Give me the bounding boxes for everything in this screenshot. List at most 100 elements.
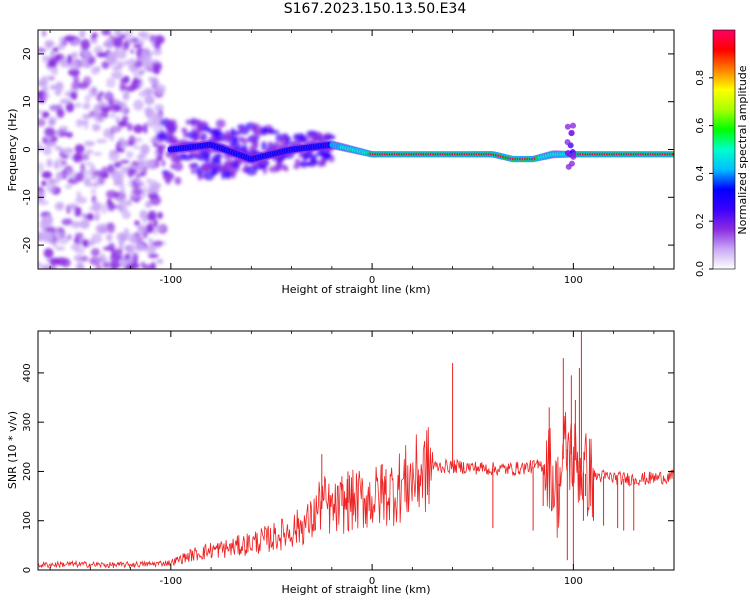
spectrogram-cell <box>123 228 129 235</box>
spectrogram-cell <box>274 140 279 147</box>
spectrogram-cell <box>64 170 77 178</box>
spectrogram-cell <box>139 172 145 177</box>
spectrogram-cell <box>47 57 59 69</box>
spectrogram-cell <box>132 187 144 195</box>
spectrogram-cell <box>42 75 53 82</box>
spectrogram-x-tick-label: 100 <box>564 275 583 286</box>
spectrogram-cell <box>203 170 215 181</box>
spectrogram-cell <box>54 89 62 96</box>
snr-x-tick-label: -100 <box>159 576 182 587</box>
spectrogram-cell <box>190 117 197 128</box>
spectrogram-burst <box>570 122 577 129</box>
spectrogram-cell <box>157 211 163 220</box>
spectrogram-cell <box>49 257 61 266</box>
spectrogram-cell <box>41 214 54 226</box>
spectrogram-cell <box>44 40 55 48</box>
spectrogram-cell <box>161 170 170 175</box>
spectrogram-cell <box>134 60 144 69</box>
spectrogram-cell <box>259 126 268 136</box>
spectrogram-cell <box>43 248 54 259</box>
spectrogram-cell <box>138 90 148 98</box>
spectrogram-burst <box>565 163 572 170</box>
spectrogram-x-tick-label: -100 <box>159 275 182 286</box>
spectrogram-cell <box>61 218 73 226</box>
spectrogram-cell <box>195 167 204 176</box>
spectrogram-cell <box>120 101 127 109</box>
spectrogram-cell <box>116 232 129 242</box>
spectrogram-cell <box>60 160 68 166</box>
spectrogram-cell <box>95 263 102 269</box>
spectrogram-cell <box>54 145 63 151</box>
spectrogram-cell <box>147 210 157 221</box>
spectrogram-cell <box>156 224 165 231</box>
spectrogram-cell <box>156 131 169 139</box>
spectrogram-cell <box>224 130 231 137</box>
spectrogram-cell <box>319 157 326 166</box>
snr-y-tick-label: 400 <box>22 363 33 382</box>
spectrogram-cell <box>66 54 73 65</box>
spectrogram-y-tick-label: 0 <box>22 146 33 152</box>
spectrogram-cell <box>75 172 85 182</box>
spectrogram-cell <box>41 171 52 179</box>
spectrogram-cell <box>83 119 89 130</box>
spectrogram-cell <box>38 118 46 127</box>
spectrogram-cell <box>174 176 182 185</box>
spectrogram-cell <box>41 264 50 269</box>
spectrogram-cell <box>82 76 92 86</box>
spectrogram-cell <box>137 159 144 166</box>
spectrogram-cell <box>248 135 258 143</box>
spectrogram-cell <box>143 58 155 69</box>
spectrogram-cell <box>91 32 98 39</box>
spectrogram-cell <box>38 233 44 242</box>
spectrogram-cell <box>106 222 116 234</box>
spectrogram-cell <box>38 162 45 173</box>
spectrogram-cell <box>116 61 124 69</box>
spectrogram-cell <box>97 176 105 186</box>
spectrogram-cell <box>299 136 308 143</box>
spectrogram-cell <box>90 66 99 75</box>
spectrogram-cell <box>323 134 336 140</box>
spectrogram-cell <box>80 255 89 262</box>
spectrogram-cell <box>252 126 259 134</box>
spectrogram-cell <box>82 102 91 110</box>
spectrogram-cell <box>230 127 235 138</box>
spectrogram-cell <box>91 201 102 212</box>
spectrogram-burst <box>564 139 571 146</box>
spectrogram-cell <box>46 181 57 193</box>
spectrogram-cell <box>56 108 65 119</box>
spectrogram-cell <box>97 102 108 108</box>
spectrogram-cell <box>95 223 108 234</box>
spectrogram-cell <box>122 75 130 84</box>
spectrogram-ridge-peak <box>671 152 674 156</box>
spectrogram-cell <box>117 120 128 128</box>
spectrogram-cell <box>74 144 85 154</box>
spectrogram-cell <box>90 175 98 180</box>
spectrogram-cell <box>104 39 109 47</box>
snr-panel: -100 0 100 0 100 200 300 400 Height of straight… <box>6 330 675 596</box>
spectrogram-cell <box>122 91 130 101</box>
spectrogram-cell <box>147 192 159 199</box>
spectrogram-cell <box>55 246 66 251</box>
spectrogram-cell <box>215 119 226 128</box>
spectrogram-cell <box>168 139 180 147</box>
spectrogram-cell <box>141 159 154 168</box>
spectrogram-cell <box>100 252 106 262</box>
spectrogram-cell <box>42 237 54 243</box>
spectrogram-cell <box>108 151 120 162</box>
snr-y-tick-label: 200 <box>22 462 33 481</box>
spectrogram-cell <box>123 30 134 38</box>
spectrogram-cell <box>133 124 144 134</box>
spectrogram-cell <box>121 210 131 220</box>
spectrogram-cell <box>142 264 155 269</box>
spectrogram-cell <box>80 162 86 173</box>
spectrogram-cell <box>216 164 228 174</box>
snr-plot-area <box>38 331 674 569</box>
spectrogram-cell <box>96 139 108 144</box>
snr-y-tick-label: 0 <box>22 567 33 573</box>
spectrogram-cell <box>55 82 63 90</box>
spectrogram-cell <box>153 123 164 135</box>
spectrogram-cell <box>106 77 116 89</box>
spectrogram-cell <box>166 126 174 137</box>
colorbar-tick-label: 0.6 <box>695 118 706 134</box>
